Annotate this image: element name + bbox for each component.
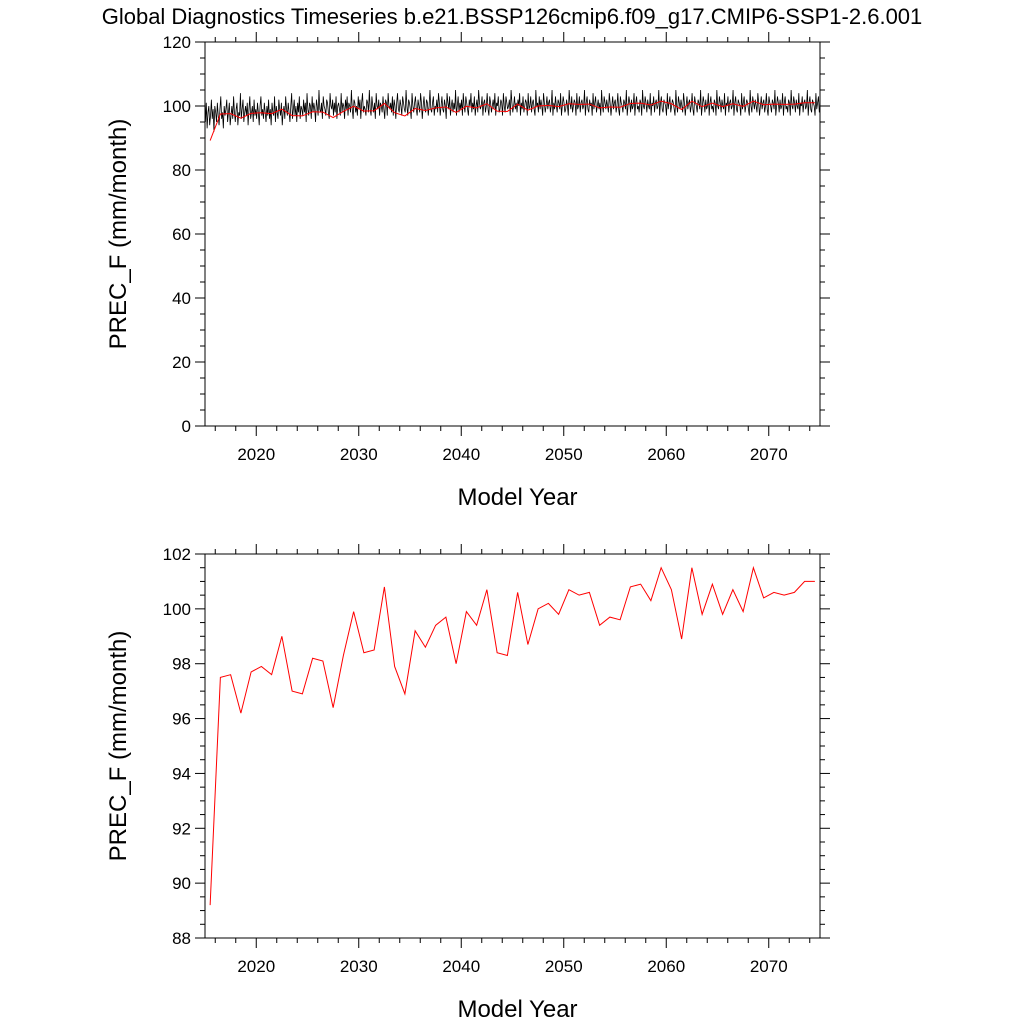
x-tick-label: 2050: [545, 445, 583, 464]
y-tick-label: 20: [172, 353, 191, 372]
y-tick-label: 40: [172, 289, 191, 308]
monthly-series-line: [205, 89, 820, 132]
y-axis-label: PREC_F (mm/month): [105, 631, 132, 862]
y-tick-label: 0: [182, 417, 191, 436]
x-axis-label: Model Year: [457, 996, 577, 1023]
y-tick-label: 100: [163, 97, 191, 116]
y-tick-label: 80: [172, 161, 191, 180]
plot-frame: [204, 553, 821, 939]
x-axis-label: Model Year: [457, 484, 577, 511]
y-tick-label: 96: [172, 710, 191, 729]
y-axis-label: PREC_F (mm/month): [105, 119, 132, 350]
x-tick-label: 2020: [237, 445, 275, 464]
x-tick-label: 2060: [647, 957, 685, 976]
x-tick-label: 2030: [340, 445, 378, 464]
x-tick-label: 2030: [340, 957, 378, 976]
y-tick-label: 120: [163, 33, 191, 52]
annual-series-line: [209, 565, 815, 906]
x-tick-label: 2040: [442, 957, 480, 976]
x-tick-label: 2050: [545, 957, 583, 976]
y-tick-label: 102: [163, 545, 191, 564]
y-tick-label: 92: [172, 819, 191, 838]
x-tick-label: 2070: [750, 957, 788, 976]
x-tick-label: 2060: [647, 445, 685, 464]
figure-title: Global Diagnostics Timeseries b.e21.BSSP…: [102, 4, 923, 29]
y-tick-label: 100: [163, 600, 191, 619]
x-tick-label: 2070: [750, 445, 788, 464]
y-tick-label: 94: [172, 764, 191, 783]
annual-series-line: [209, 100, 815, 141]
y-tick-label: 98: [172, 655, 191, 674]
x-tick-label: 2040: [442, 445, 480, 464]
y-tick-label: 90: [172, 874, 191, 893]
y-tick-label: 60: [172, 225, 191, 244]
y-tick-label: 88: [172, 929, 191, 948]
bottom-panel: 88 90 92 94 96 98 100 102 2020 2030 2040 2050 2060 20…: [105, 544, 830, 1023]
x-tick-label: 2020: [237, 957, 275, 976]
